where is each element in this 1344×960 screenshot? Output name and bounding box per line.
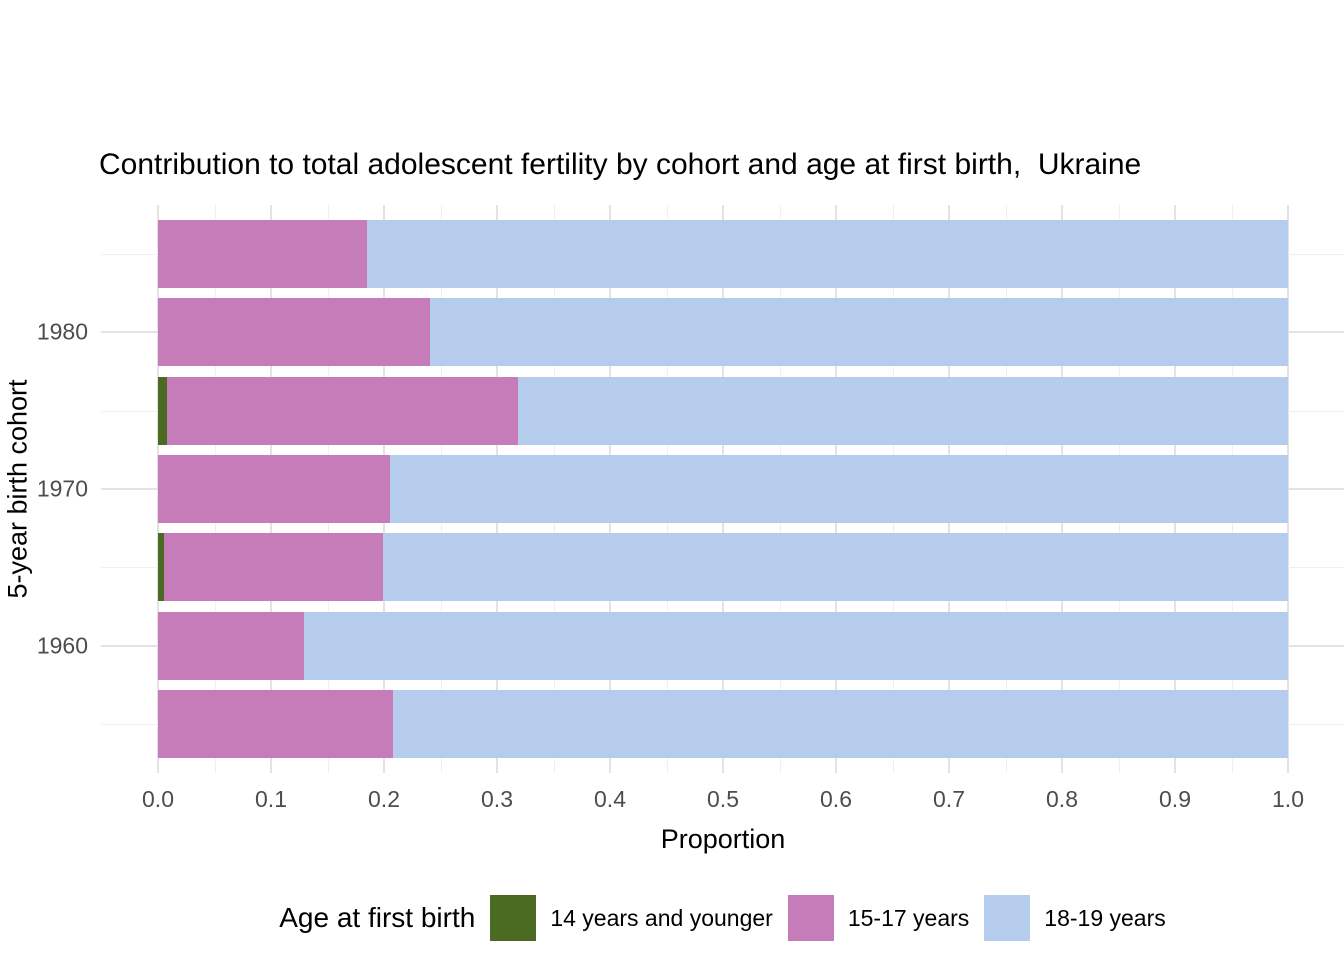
bar-segment bbox=[158, 298, 431, 367]
x-tick-label: 0.3 bbox=[481, 786, 513, 812]
x-tick-label: 0.5 bbox=[707, 786, 739, 812]
x-tick-label: 0.7 bbox=[933, 786, 965, 812]
legend-swatch bbox=[787, 895, 834, 941]
bar-segment bbox=[158, 376, 168, 445]
bar-segment bbox=[158, 220, 368, 288]
y-tick-label: 1960 bbox=[36, 632, 88, 658]
bar-segment bbox=[393, 689, 1288, 758]
legend-item: 14 years and younger bbox=[490, 895, 773, 941]
x-tick-label: 0.4 bbox=[594, 786, 626, 812]
bar-segment bbox=[163, 533, 383, 602]
legend-swatch bbox=[490, 895, 537, 941]
bar-segment bbox=[158, 611, 304, 680]
legend: Age at first birth 14 years and younger 1… bbox=[101, 894, 1344, 942]
legend-swatch bbox=[984, 895, 1031, 941]
x-tick-label: 0.0 bbox=[142, 786, 174, 812]
x-tick-label: 0.8 bbox=[1046, 786, 1078, 812]
bar-segment bbox=[158, 689, 394, 758]
x-tick-label: 0.9 bbox=[1159, 786, 1191, 812]
x-axis-title: Proportion bbox=[660, 824, 786, 854]
plot-panel bbox=[101, 205, 1344, 773]
legend-title: Age at first birth bbox=[279, 902, 476, 933]
bar-segment bbox=[382, 533, 1288, 602]
legend-item: 15-17 years bbox=[787, 895, 970, 941]
legend-label: 18-19 years bbox=[1044, 904, 1166, 931]
legend-item: 18-19 years bbox=[984, 895, 1166, 941]
bar-segment bbox=[158, 454, 390, 523]
x-tick-label: 1.0 bbox=[1272, 786, 1304, 812]
y-tick-label: 1980 bbox=[36, 318, 88, 345]
bar-segment bbox=[518, 376, 1288, 445]
legend-label: 15-17 years bbox=[847, 904, 970, 931]
bar-segment bbox=[389, 454, 1288, 523]
bar-segment bbox=[158, 533, 164, 602]
legend-items: 14 years and younger 15-17 years 18-19 yea… bbox=[490, 895, 1166, 941]
x-tick-label: 0.1 bbox=[255, 786, 287, 812]
bar-segment bbox=[303, 611, 1288, 680]
legend-label: 14 years and younger bbox=[550, 904, 773, 931]
bar-segment bbox=[367, 220, 1288, 288]
x-tick-label: 0.6 bbox=[820, 786, 852, 812]
bar-segment bbox=[430, 298, 1288, 367]
x-tick-label: 0.2 bbox=[368, 786, 400, 812]
bar-segment bbox=[167, 376, 519, 445]
y-tick-label: 1970 bbox=[36, 475, 88, 502]
chart-title: Contribution to total adolescent fertili… bbox=[99, 148, 1142, 181]
